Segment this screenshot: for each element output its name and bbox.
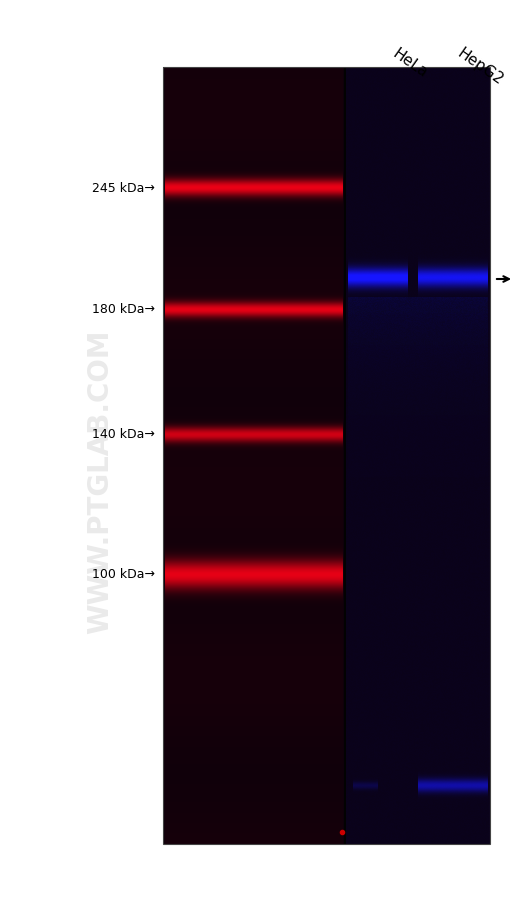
Text: 100 kDa→: 100 kDa→ bbox=[92, 568, 155, 581]
Text: HeLa: HeLa bbox=[390, 46, 431, 80]
Text: 140 kDa→: 140 kDa→ bbox=[92, 428, 155, 441]
Text: 180 kDa→: 180 kDa→ bbox=[92, 303, 155, 316]
Text: 245 kDa→: 245 kDa→ bbox=[92, 181, 155, 194]
Bar bbox=[163, 68, 490, 844]
Text: HepG2: HepG2 bbox=[455, 46, 506, 87]
Text: WWW.PTGLAB.COM: WWW.PTGLAB.COM bbox=[86, 329, 114, 633]
